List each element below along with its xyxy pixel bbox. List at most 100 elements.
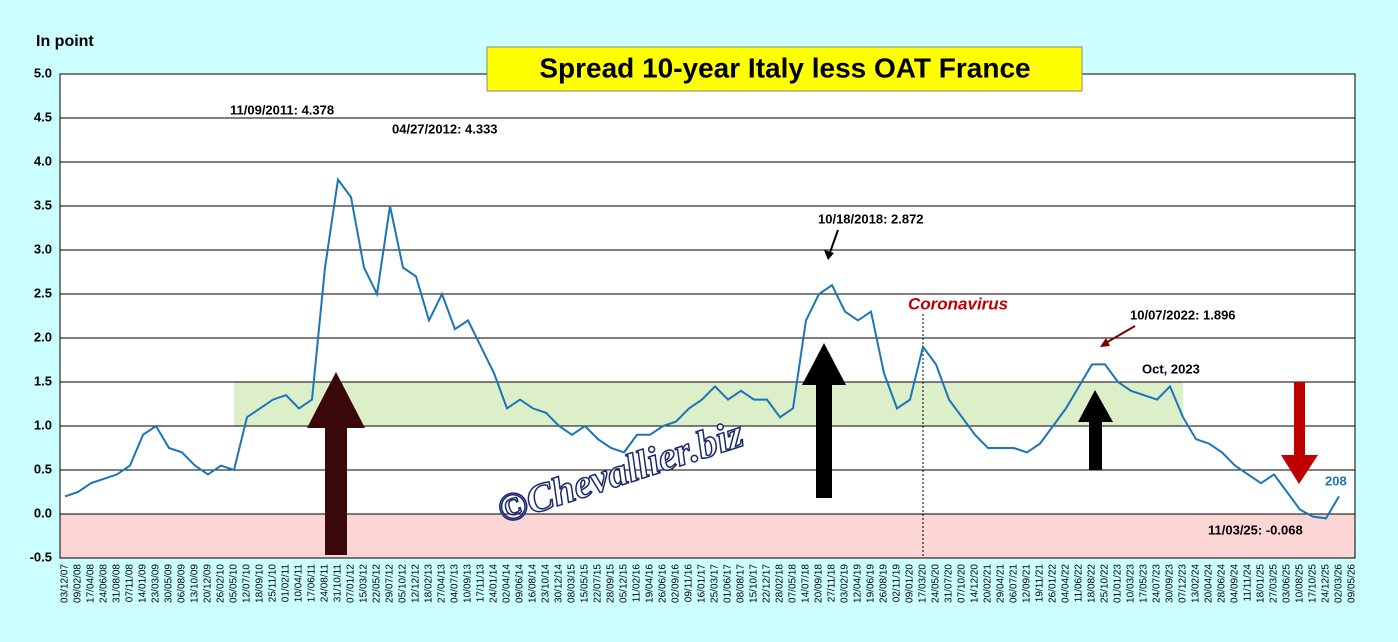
x-tick-label: 01/06/17 [723,564,734,603]
x-tick-label: 09/06/14 [515,564,526,603]
x-tick-label: 10/09/13 [463,564,474,603]
x-tick-label: 18/09/10 [255,564,266,603]
y-tick-label: 1.5 [34,373,52,388]
x-tick-label: 03/02/19 [840,564,851,603]
line-layer [64,177,1340,558]
x-tick-label: 08/08/17 [736,564,747,603]
x-tick-label: 26/02/10 [216,564,227,603]
x-tick-label: 19/11/21 [1035,564,1046,603]
x-tick-label: 07/05/18 [788,564,799,603]
x-tick-label: 13/10/09 [190,564,201,603]
x-tick-label: 07/12/23 [1178,564,1189,603]
x-tick-label: 01/02/11 [281,564,292,603]
x-tick-label: 31/08/08 [112,564,123,603]
pointer [1103,325,1136,345]
x-tick-label: 20/12/09 [203,564,214,603]
plot-area [60,74,1355,558]
x-tick-label: 04/07/13 [450,564,461,603]
annotation: 10/18/2018: 2.872 [818,211,924,226]
x-tick-label: 26/08/19 [879,564,890,603]
x-tick-label: 05/12/15 [619,564,630,603]
x-tick-label: 05/10/12 [398,564,409,603]
arrow-up [802,343,846,498]
x-tick-label: 17/03/20 [918,564,929,603]
x-tick-label: 17/11/13 [476,564,487,603]
x-tick-label: 15/05/15 [580,564,591,603]
x-tick-label: 05/05/10 [229,564,240,603]
x-tick-label: 18/08/22 [1087,564,1098,603]
x-tick-label: 31/07/20 [944,564,955,603]
x-tick-label: 20/02/21 [983,564,994,603]
x-tick-label: 07/10/20 [957,564,968,603]
x-tick-label: 28/02/18 [775,564,786,603]
x-tick-label: 03/12/07 [60,564,71,603]
arrow-up [307,372,365,555]
x-tick-label: 09/05/26 [1347,564,1358,603]
x-tick-label: 17/04/08 [86,564,97,603]
x-tick-label: 22/05/12 [372,564,383,603]
y-tick-label: 3.0 [34,241,52,256]
x-tick-label: 25/10/22 [1100,564,1111,603]
annotation: 04/27/2012: 4.333 [392,121,498,136]
x-tick-label: 16/01/17 [697,564,708,603]
annotation: Coronavirus [908,294,1008,313]
x-tick-label: 16/08/14 [528,564,539,603]
x-tick-label: 15/03/12 [359,564,370,603]
x-tick-label: 14/01/09 [138,564,149,603]
x-tick-label: 23/10/14 [541,564,552,603]
x-tick-label: 30/12/14 [554,564,565,603]
y-tick-label: 4.0 [34,153,52,168]
x-tick-label: 02/03/26 [1334,564,1345,603]
x-tick-label: 22/12/17 [762,564,773,603]
x-tick-label: 28/09/15 [606,564,617,603]
x-tick-label: 25/11/10 [268,564,279,603]
x-tick-label: 19/04/16 [645,564,656,603]
y-tick-label: 1.0 [34,417,52,432]
x-tick-label: 14/12/20 [970,564,981,603]
x-tick-label: 20/09/18 [814,564,825,603]
pointer-head [824,250,834,260]
x-tick-label: 28/06/24 [1217,564,1228,603]
y-tick-label: 2.5 [34,285,52,300]
x-tick-label: 02/09/16 [671,564,682,603]
x-tick-label: 12/04/19 [853,564,864,603]
x-tick-label: 14/07/18 [801,564,812,603]
arrow-up [1078,390,1113,470]
x-tick-label: 18/02/13 [424,564,435,603]
x-tick-label: 06/07/21 [1009,564,1020,603]
x-tick-label: 27/04/13 [437,564,448,603]
annotation: 11/09/2011: 4.378 [230,102,334,117]
x-tick-label: 13/02/24 [1191,564,1202,603]
x-tick-label: 02/11/19 [892,564,903,603]
series-line [64,177,1340,520]
title-box [486,46,1083,92]
annotation: 11/03/25: -0.068 [1208,522,1303,537]
band [60,514,1355,558]
x-tick-label: 30/09/23 [1165,564,1176,603]
x-tick-label: 20/04/24 [1204,564,1215,603]
x-tick-label: 25/03/17 [710,564,721,603]
x-tick-label: 06/08/09 [177,564,188,603]
x-tick-label: 18/01/25 [1256,564,1267,603]
x-tick-label: 24/06/08 [99,564,110,603]
annotation: Oct, 2023 [1142,361,1200,376]
y-tick-label: 5.0 [34,65,52,80]
x-tick-label: 12/07/10 [242,564,253,603]
x-tick-label: 10/08/25 [1295,564,1306,603]
y-tick-label: 0.0 [34,505,52,520]
y-tick-label: 0.5 [34,461,52,476]
x-tick-label: 24/08/11 [320,564,331,603]
x-tick-label: 22/07/15 [593,564,604,603]
x-tick-label: 15/10/17 [749,564,760,603]
x-tick-label: 01/01/23 [1113,564,1124,603]
x-tick-label: 23/03/09 [151,564,162,603]
y-axis-label: In point [36,33,94,50]
x-tick-label: 10/04/11 [294,564,305,603]
x-tick-label: 02/04/14 [502,564,513,603]
x-tick-label: 03/06/25 [1282,564,1293,603]
x-tick-label: 24/01/14 [489,564,500,603]
band [234,382,1183,426]
x-tick-label: 27/11/18 [827,564,838,603]
y-tick-label: -0.5 [30,549,52,564]
